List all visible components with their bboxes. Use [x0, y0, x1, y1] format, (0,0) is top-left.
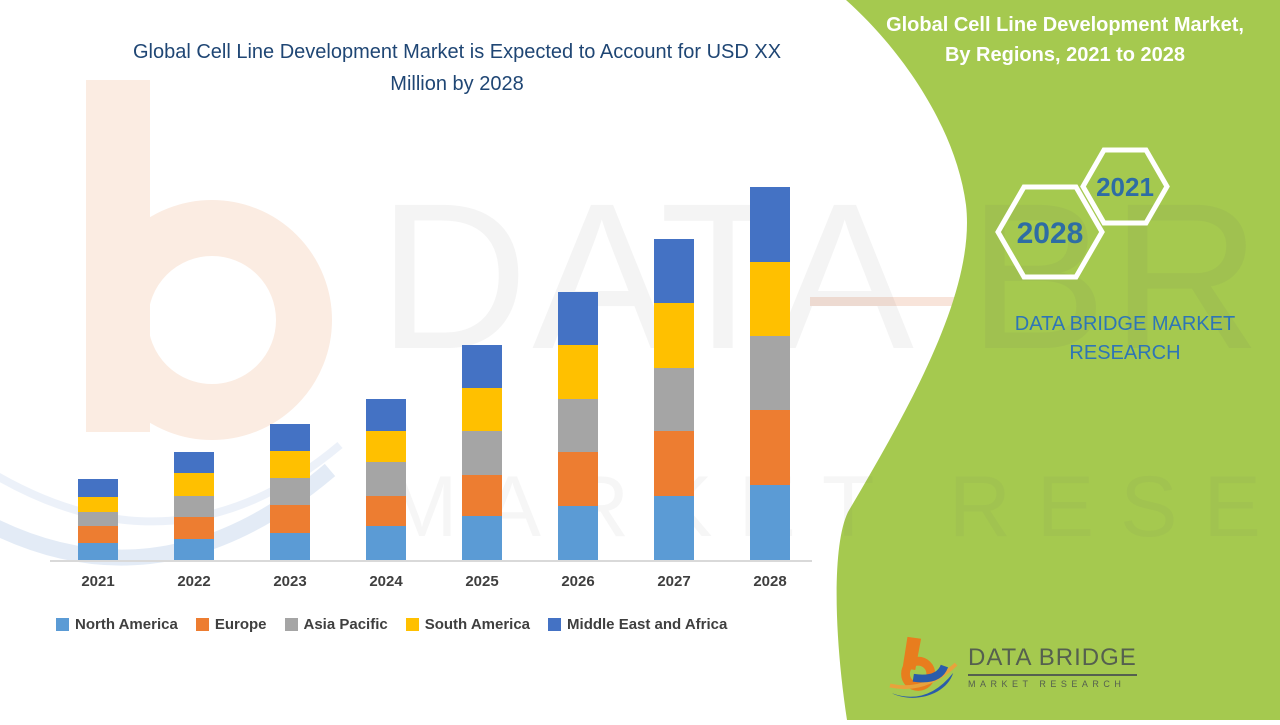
- x-axis-label: 2024: [369, 573, 403, 590]
- year-hexagons: 2021 2028: [995, 147, 1170, 280]
- legend-label: South America: [424, 616, 531, 633]
- bar-segment: [654, 239, 694, 303]
- bar-segment: [558, 452, 598, 506]
- bar-2023: [270, 424, 310, 560]
- hexagon-2028-outline-icon: [995, 184, 1105, 280]
- bar-segment: [174, 473, 214, 496]
- x-axis-label: 2021: [81, 573, 115, 590]
- bar-segment: [78, 543, 118, 560]
- legend-swatch-icon: [56, 618, 69, 631]
- watermark-text-row1: DATA BRIDGE: [378, 161, 1280, 393]
- bar-segment: [270, 451, 310, 478]
- legend-label: Europe: [214, 616, 267, 633]
- legend-label: Asia Pacific: [303, 616, 388, 633]
- bar-segment: [654, 496, 694, 560]
- legend-swatch-icon: [405, 618, 419, 631]
- hexagon-2021-label: 2021: [1096, 172, 1154, 202]
- bar-segment: [462, 431, 502, 475]
- bar-segment: [174, 539, 214, 560]
- footer-logo-title: DATA BRIDGE: [968, 644, 1137, 676]
- bar-segment: [558, 345, 598, 399]
- bar-segment: [270, 424, 310, 451]
- plot-area: [50, 170, 812, 562]
- bar-segment: [750, 262, 790, 336]
- footer-logo-subtitle: MARKET RESEARCH: [968, 679, 1126, 689]
- bar-segment: [366, 399, 406, 431]
- bar-segment: [462, 516, 502, 560]
- bar-2026: [558, 292, 598, 560]
- data-bridge-logo-icon: [889, 636, 958, 698]
- bar-segment: [270, 505, 310, 533]
- bar-segment: [558, 292, 598, 345]
- legend-label: Middle East and Africa: [567, 616, 728, 633]
- bar-segment: [462, 475, 502, 516]
- legend-item: Middle East and Africa: [548, 616, 727, 633]
- bar-segment: [462, 388, 502, 431]
- legend: North America Europe Asia Pacific South Ame…: [56, 616, 727, 633]
- bar-segment: [174, 452, 214, 473]
- legend-item: Asia Pacific: [284, 616, 388, 633]
- x-axis-label: 2026: [561, 573, 595, 590]
- bar-2028: [750, 187, 790, 560]
- bar-2024: [366, 399, 406, 560]
- legend-swatch-icon: [548, 618, 562, 631]
- x-axis-label: 2028: [753, 573, 787, 590]
- legend-item: North America: [56, 616, 178, 633]
- bar-2021: [78, 479, 118, 560]
- bar-segment: [78, 526, 118, 543]
- bar-segment: [750, 187, 790, 262]
- watermark-text-row2: MARKET RESEARCH: [386, 459, 1280, 555]
- bar-2027: [654, 239, 694, 560]
- bar-segment: [750, 336, 790, 410]
- bar-segment: [654, 303, 694, 368]
- bar-segment: [174, 517, 214, 539]
- legend-swatch-icon: [284, 618, 298, 631]
- footer-logo-text: DATA BRIDGE MARKET RESEARCH: [968, 634, 1137, 689]
- bar-segment: [558, 399, 598, 452]
- bar-segment: [366, 526, 406, 560]
- x-axis-label: 2027: [657, 573, 691, 590]
- bar-segment: [78, 497, 118, 512]
- panel-title: Global Cell Line Development Market, By …: [886, 14, 1244, 66]
- footer-logo: DATA BRIDGE MARKET RESEARCH: [888, 634, 1137, 702]
- bar-segment: [270, 533, 310, 560]
- bar-segment: [78, 479, 118, 497]
- x-axis-label: 2025: [465, 573, 499, 590]
- hexagon-2021: 2021: [1080, 147, 1170, 226]
- bar-segment: [654, 368, 694, 431]
- bar-segment: [366, 496, 406, 526]
- legend-swatch-icon: [195, 618, 209, 631]
- bar-segment: [462, 345, 502, 388]
- hexagon-2021-outline-icon: [1080, 147, 1170, 226]
- bar-2025: [462, 345, 502, 560]
- hexagon-2028-label: 2028: [1017, 217, 1084, 250]
- hexagon-2028: 2028: [995, 184, 1105, 280]
- panel-brand-text: DATA BRIDGE MARKET RESEARCH: [1014, 313, 1236, 364]
- bar-segment: [174, 496, 214, 517]
- bar-segment: [750, 410, 790, 485]
- bar-segment: [366, 431, 406, 462]
- bar-segment: [654, 431, 694, 496]
- bar-segment: [750, 485, 790, 560]
- legend-item: Europe: [195, 616, 267, 633]
- legend-item: South America: [405, 616, 531, 633]
- bar-segment: [366, 462, 406, 496]
- x-axis-label: 2022: [177, 573, 211, 590]
- bar-segment: [558, 506, 598, 560]
- bar-segment: [78, 512, 118, 526]
- legend-label: North America: [75, 616, 178, 633]
- x-axis-label: 2023: [273, 573, 307, 590]
- bar-2022: [174, 452, 214, 560]
- bar-segment: [270, 478, 310, 505]
- chart-title: Global Cell Line Development Market is E…: [132, 41, 782, 95]
